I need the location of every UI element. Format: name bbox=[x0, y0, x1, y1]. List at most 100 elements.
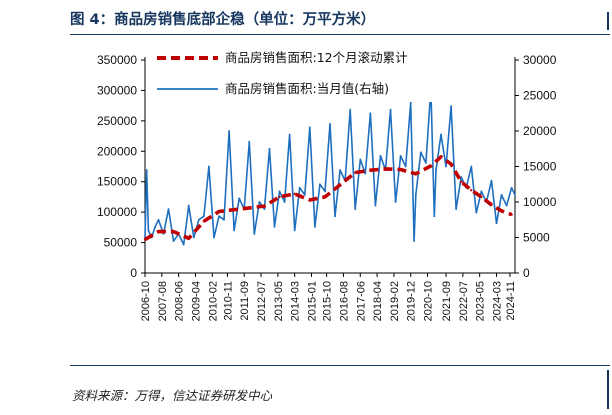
rolling-point bbox=[490, 203, 493, 207]
x-tick-label: 2011-09 bbox=[239, 281, 251, 321]
rolling-point bbox=[510, 213, 513, 216]
x-tick-label: 2023-05 bbox=[475, 281, 487, 321]
monthly-point bbox=[445, 165, 447, 168]
x-tick-label: 2022-07 bbox=[458, 281, 470, 321]
monthly-point bbox=[145, 169, 148, 171]
monthly-point bbox=[167, 208, 170, 211]
monthly-point bbox=[505, 204, 508, 207]
monthly-point bbox=[303, 194, 306, 196]
monthly-point bbox=[313, 225, 316, 228]
top-divider bbox=[70, 34, 610, 35]
rolling-point bbox=[157, 230, 160, 233]
monthly-point bbox=[228, 130, 230, 132]
x-tick-label: 2014-03 bbox=[290, 281, 302, 321]
x-axis: 2006-10 2007-08 2008-06 2009-04 2010-02 2010-… bbox=[140, 273, 517, 321]
legend: 商品房销售面积:12个月滚动累计 商品房销售面积:当月值(右轴) bbox=[150, 44, 455, 102]
left-tick-label: 150000 bbox=[97, 175, 137, 189]
left-tick-label: 300000 bbox=[97, 83, 137, 97]
rolling-point bbox=[202, 220, 206, 223]
left-tick-label: 50000 bbox=[104, 236, 138, 250]
x-tick-label: 2015-01 bbox=[307, 281, 319, 321]
monthly-point bbox=[334, 215, 336, 218]
right-tick-label: 20000 bbox=[523, 124, 557, 138]
monthly-point bbox=[324, 190, 326, 193]
rolling-point bbox=[480, 195, 483, 199]
series-line-monthly bbox=[144, 87, 516, 246]
x-tick-label: 2017-06 bbox=[355, 281, 367, 321]
rolling-point bbox=[414, 172, 417, 176]
monthly-point bbox=[514, 194, 516, 196]
monthly-point bbox=[339, 169, 341, 171]
x-tick-label: 2024-03 bbox=[492, 281, 504, 321]
rolling-point bbox=[323, 195, 327, 199]
monthly-point bbox=[369, 112, 372, 115]
monthly-point bbox=[288, 133, 291, 136]
x-tick-label: 2007-08 bbox=[157, 281, 169, 321]
monthly-point bbox=[197, 218, 200, 221]
monthly-point bbox=[329, 123, 331, 125]
right-tick-label: 10000 bbox=[523, 195, 557, 209]
monthly-point bbox=[399, 154, 402, 157]
monthly-point bbox=[435, 169, 437, 171]
monthly-point bbox=[273, 225, 276, 228]
monthly-point bbox=[404, 165, 407, 168]
right-tick-label: 25000 bbox=[523, 89, 557, 103]
monthly-point bbox=[389, 108, 392, 111]
monthly-point bbox=[480, 190, 483, 193]
rolling-point bbox=[232, 208, 236, 211]
rolling-point bbox=[338, 183, 342, 186]
left-tick-label: 0 bbox=[130, 266, 137, 280]
monthly-point bbox=[278, 190, 281, 193]
rolling-point bbox=[384, 167, 387, 171]
x-tick-label: 2013-05 bbox=[273, 281, 285, 321]
rolling-point bbox=[459, 180, 463, 183]
rolling-point bbox=[439, 155, 443, 158]
x-tick-label: 2010-02 bbox=[207, 281, 219, 321]
rolling-point bbox=[470, 189, 473, 192]
monthly-point bbox=[268, 147, 271, 150]
x-tick-label: 2018-04 bbox=[372, 281, 384, 321]
monthly-point bbox=[374, 204, 377, 207]
monthly-point bbox=[424, 162, 427, 164]
monthly-point bbox=[450, 105, 452, 108]
x-tick-label: 2006-10 bbox=[140, 281, 152, 321]
rolling-point bbox=[248, 206, 251, 210]
rolling-point bbox=[369, 168, 372, 172]
rolling-point bbox=[500, 209, 503, 213]
monthly-point bbox=[419, 151, 422, 154]
rolling-point bbox=[172, 230, 175, 233]
rolling-point bbox=[187, 237, 190, 240]
monthly-point bbox=[238, 197, 241, 200]
right-tick-label: 0 bbox=[523, 266, 530, 280]
legend-box bbox=[150, 44, 455, 102]
left-tick-label: 100000 bbox=[97, 205, 137, 219]
x-tick-label: 2021-09 bbox=[441, 281, 453, 321]
source-note: 资料来源：万得，信达证券研发中心 bbox=[72, 388, 273, 403]
monthly-point bbox=[354, 208, 357, 211]
monthly-point bbox=[157, 218, 160, 221]
legend-label-rolling: 商品房销售面积:12个月滚动累计 bbox=[225, 50, 408, 65]
monthly-point bbox=[440, 133, 442, 136]
rolling-point bbox=[143, 238, 147, 241]
right-y-axis: 0 5000 10000 15000 20000 25000 30000 bbox=[515, 53, 557, 280]
monthly-point bbox=[455, 208, 458, 211]
rolling-point bbox=[217, 210, 221, 213]
adjacent-panel-edge-bottom bbox=[604, 365, 612, 411]
monthly-point bbox=[253, 233, 256, 235]
monthly-point bbox=[394, 201, 397, 203]
monthly-point bbox=[258, 201, 261, 203]
monthly-point bbox=[349, 108, 352, 111]
monthly-point bbox=[475, 211, 478, 214]
monthly-point bbox=[359, 158, 362, 161]
right-tick-label: 5000 bbox=[523, 231, 550, 245]
monthly-point bbox=[263, 208, 266, 211]
rolling-point bbox=[278, 195, 281, 199]
monthly-point bbox=[154, 225, 156, 228]
series-line-rolling bbox=[144, 155, 513, 242]
rolling-point bbox=[399, 168, 402, 171]
right-tick-label: 15000 bbox=[523, 160, 557, 174]
monthly-point bbox=[147, 229, 150, 232]
monthly-point bbox=[202, 215, 205, 218]
monthly-point bbox=[495, 222, 498, 225]
chart-canvas: 0500001000001500002000002500003000003500… bbox=[96, 44, 557, 322]
